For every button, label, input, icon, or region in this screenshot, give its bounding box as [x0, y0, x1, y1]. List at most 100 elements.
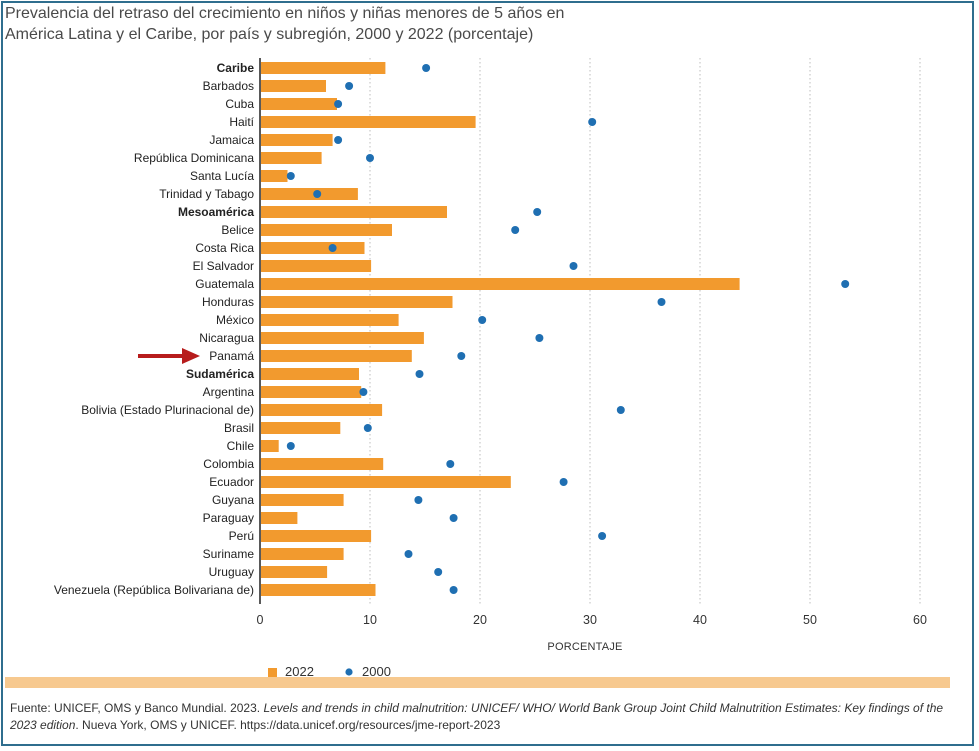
- category-label: Barbados: [203, 79, 254, 93]
- bar-2022: [261, 350, 412, 362]
- bar-2022: [261, 80, 326, 92]
- source-note: Fuente: UNICEF, OMS y Banco Mundial. 202…: [10, 700, 965, 734]
- dot-2000: [286, 172, 295, 180]
- category-label: Caribe: [217, 61, 255, 75]
- bar-2022: [261, 224, 392, 236]
- dot-2000: [841, 280, 850, 288]
- bar-2022: [261, 116, 476, 128]
- bar-2022: [261, 566, 328, 578]
- dot-2000: [422, 64, 431, 72]
- bar-2022: [261, 494, 344, 506]
- bar-2022: [261, 278, 740, 290]
- legend-2000-swatch: [345, 668, 353, 676]
- dot-2000: [363, 424, 372, 432]
- stunting-chart: Caribe Barbados Cuba Haití Jamaica República …: [54, 58, 927, 679]
- bar-2022: [261, 368, 359, 380]
- category-label: Mesoamérica: [178, 205, 254, 219]
- category-label: Uruguay: [209, 565, 254, 579]
- dot-2000: [334, 136, 343, 144]
- category-label: Costa Rica: [195, 241, 254, 255]
- bars-2022: [261, 62, 740, 596]
- dot-2000: [286, 442, 295, 450]
- legend: 2022 2000: [268, 664, 391, 679]
- x-tick-label: 60: [913, 613, 927, 627]
- bar-2022: [261, 476, 511, 488]
- dot-2000: [404, 550, 413, 558]
- bar-2022: [261, 422, 341, 434]
- dot-2000: [328, 244, 337, 252]
- bar-2022: [261, 458, 384, 470]
- x-tick-label: 40: [693, 613, 707, 627]
- source-prefix: Fuente: UNICEF, OMS y Banco Mundial. 202…: [10, 701, 264, 715]
- legend-2022-label: 2022: [285, 664, 314, 679]
- category-label: Santa Lucía: [190, 169, 254, 183]
- x-tick-label: 10: [363, 613, 377, 627]
- dot-2000: [366, 154, 374, 162]
- dot-2000: [415, 370, 424, 378]
- dot-2000: [598, 532, 607, 540]
- chart-title-line-2: América Latina y el Caribe, por país y s…: [5, 26, 534, 43]
- category-label: Sudamérica: [186, 367, 254, 381]
- dot-2000: [414, 496, 423, 504]
- category-label: Bolivia (Estado Plurinacional de): [81, 403, 254, 417]
- bar-2022: [261, 152, 322, 164]
- category-label: Argentina: [203, 385, 255, 399]
- dot-2000: [434, 568, 443, 576]
- arrow-head: [182, 348, 200, 364]
- category-label: Panamá: [209, 349, 254, 363]
- dot-2000: [446, 460, 455, 468]
- category-label: Honduras: [202, 295, 254, 309]
- dot-2000: [533, 208, 542, 216]
- bar-2022: [261, 404, 383, 416]
- bar-2022: [261, 530, 372, 542]
- chart-title-line-1: Prevalencia del retraso del crecimiento …: [5, 5, 565, 22]
- bar-2022: [261, 206, 447, 218]
- category-label: Brasil: [224, 421, 254, 435]
- bar-2022: [261, 548, 344, 560]
- category-label: Haití: [229, 115, 254, 129]
- legend-2000-label: 2000: [362, 664, 391, 679]
- bar-2022: [261, 134, 333, 146]
- dot-2000: [359, 388, 368, 396]
- bar-2022: [261, 296, 453, 308]
- category-label: México: [216, 313, 254, 327]
- dot-2000: [345, 82, 354, 90]
- footer-rule: [5, 677, 950, 688]
- dot-2000: [535, 334, 544, 342]
- dot-2000: [511, 226, 520, 234]
- chart-title: Prevalencia del retraso del crecimiento …: [5, 3, 705, 45]
- category-label: Trinidad y Tabago: [159, 187, 254, 201]
- x-tick-label: 50: [803, 613, 817, 627]
- dot-2000: [657, 298, 666, 306]
- category-labels: Caribe Barbados Cuba Haití Jamaica República …: [54, 61, 255, 597]
- category-label: Nicaragua: [199, 331, 254, 345]
- category-label: Ecuador: [209, 475, 254, 489]
- dot-2000: [478, 316, 487, 324]
- category-label: Venezuela (República Bolivariana de): [54, 583, 254, 597]
- legend-2022-swatch: [268, 668, 277, 677]
- bar-2022: [261, 98, 337, 110]
- source-title: Levels and trends in child malnutrition:…: [10, 701, 944, 732]
- category-label: El Salvador: [193, 259, 254, 273]
- highlight-arrow-icon: [138, 348, 200, 364]
- dot-2000: [449, 586, 458, 594]
- bar-2022: [261, 314, 399, 326]
- bar-2022: [261, 260, 372, 272]
- x-tick-label: 20: [473, 613, 487, 627]
- category-label: Guyana: [212, 493, 254, 507]
- category-label: Belice: [221, 223, 254, 237]
- category-label: Perú: [229, 529, 254, 543]
- category-label: Suriname: [203, 547, 255, 561]
- dots-2000: [286, 64, 850, 594]
- category-label: Jamaica: [209, 133, 254, 147]
- category-label: Colombia: [203, 457, 254, 471]
- bar-2022: [261, 62, 386, 74]
- category-label: Paraguay: [203, 511, 254, 525]
- bar-2022: [261, 242, 365, 254]
- bar-2022: [261, 386, 362, 398]
- category-label: Guatemala: [195, 277, 254, 291]
- bar-2022: [261, 332, 424, 344]
- bar-2022: [261, 440, 279, 452]
- dot-2000: [616, 406, 625, 414]
